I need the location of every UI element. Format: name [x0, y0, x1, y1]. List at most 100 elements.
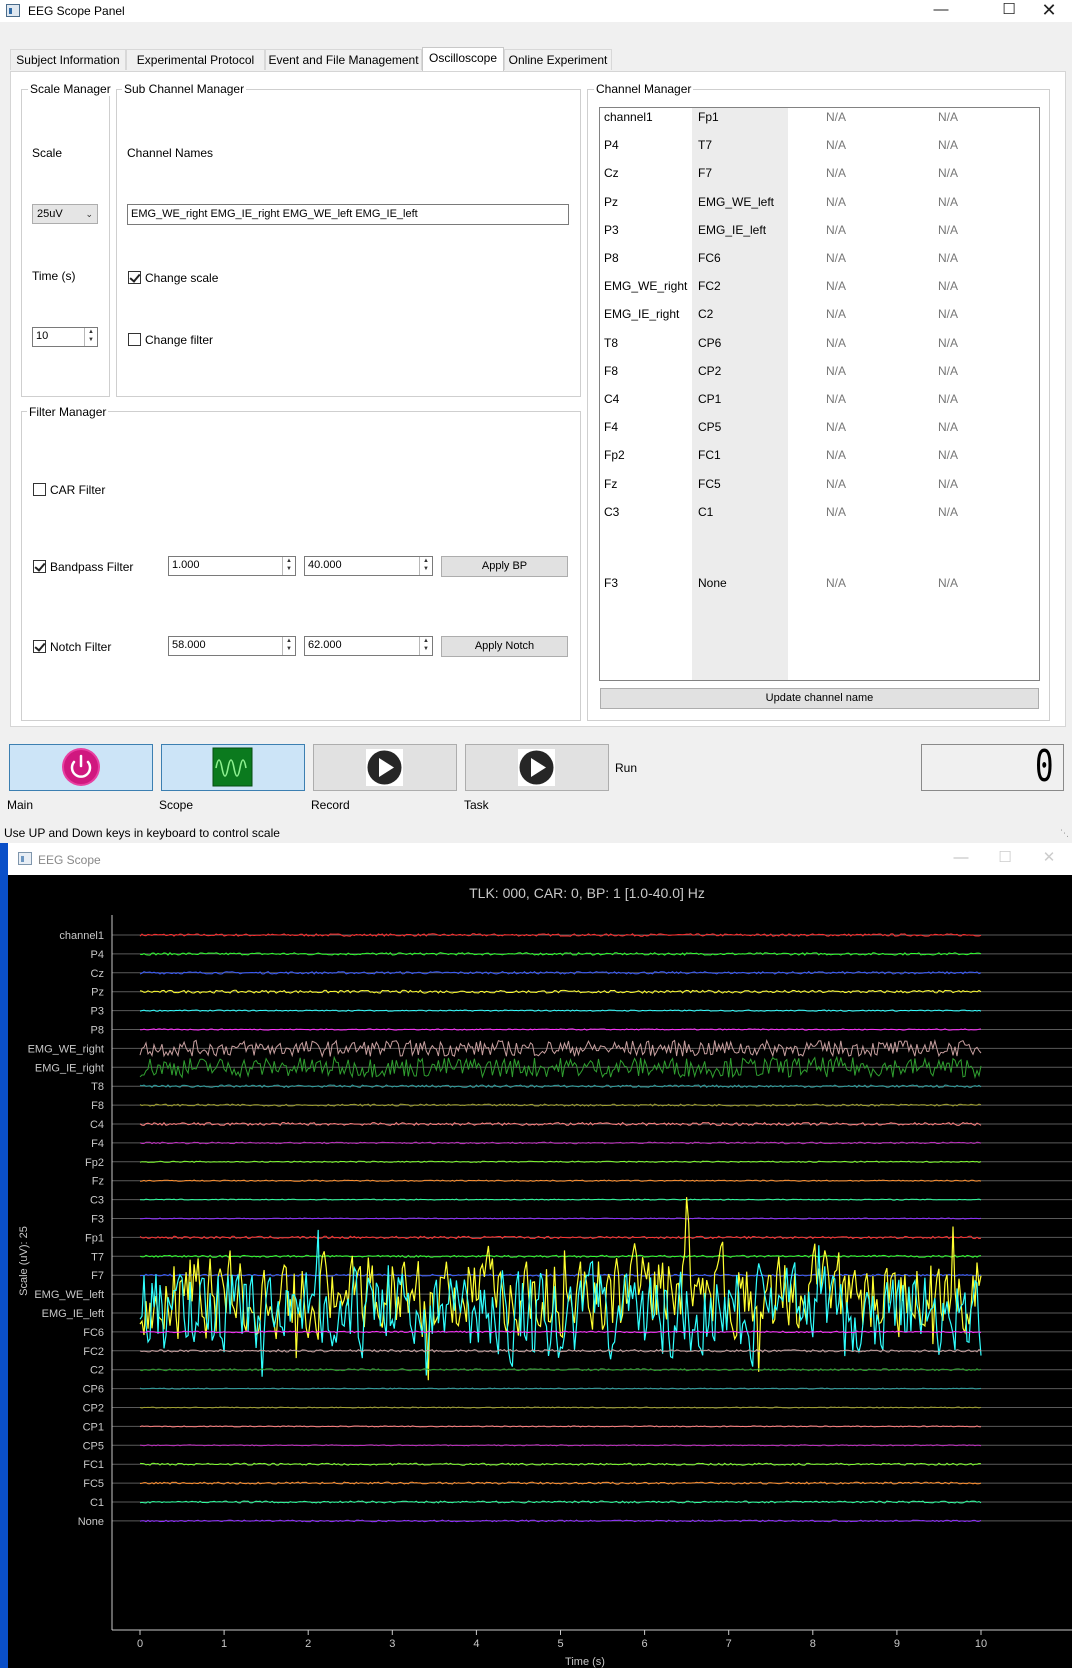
notch-filter-checkbox[interactable]	[33, 640, 46, 653]
channel-cell-na[interactable]: N/A	[826, 448, 847, 463]
channel-cell-na[interactable]: N/A	[826, 335, 847, 350]
channel-cell-col2[interactable]: Fp1	[698, 110, 719, 124]
channel-cell-na[interactable]: N/A	[938, 279, 959, 294]
channel-cell-na[interactable]: N/A	[826, 166, 847, 181]
channel-table[interactable]: channel1 Fp1 N/A N/A P4 T7 N/A N/A Cz F7 N/A N/A Pz E…	[599, 107, 1040, 681]
channel-cell-na[interactable]: N/A	[938, 504, 959, 519]
tab-event-and-file-management[interactable]: Event and File Management	[265, 49, 422, 70]
channel-cell-na[interactable]: N/A	[938, 392, 959, 406]
channel-cell-col1[interactable]: F3	[604, 576, 619, 590]
channel-cell-na[interactable]: N/A	[826, 138, 847, 153]
notch-low-spinbox[interactable]: 58.000 ▲ ▼	[168, 636, 296, 656]
bp-low-spinbox[interactable]: 1.000 ▲ ▼	[168, 556, 296, 576]
channel-cell-col1[interactable]: Fp2	[604, 448, 625, 463]
channel-cell-col1[interactable]: F8	[604, 363, 619, 378]
channel-cell-col2[interactable]: CP1	[698, 392, 722, 406]
task-button[interactable]	[465, 744, 609, 791]
spin-arrows-icon[interactable]: ▲ ▼	[282, 557, 295, 575]
update-channel-name-button[interactable]: Update channel name	[600, 688, 1039, 709]
channel-cell-na[interactable]: N/A	[826, 476, 847, 491]
channel-cell-na[interactable]: N/A	[826, 222, 847, 237]
record-button[interactable]	[313, 744, 457, 791]
channel-cell-col2[interactable]: C1	[698, 504, 714, 519]
channel-cell-col2[interactable]: CP6	[698, 335, 722, 350]
tab-experimental-protocol[interactable]: Experimental Protocol	[126, 49, 265, 70]
spin-arrows-icon[interactable]: ▲ ▼	[84, 328, 97, 346]
channel-cell-na[interactable]: N/A	[938, 363, 959, 378]
bp-high-spinbox[interactable]: 40.000 ▲ ▼	[304, 556, 433, 576]
maximize-icon[interactable]: ☐	[1002, 1, 1016, 18]
apply-bp-button[interactable]: Apply BP	[441, 556, 568, 577]
channel-cell-col2[interactable]: CP5	[698, 420, 722, 435]
channel-cell-col1[interactable]: T8	[604, 335, 619, 350]
spin-arrows-icon[interactable]: ▲ ▼	[282, 637, 295, 655]
spin-arrows-icon[interactable]: ▲ ▼	[419, 637, 432, 655]
notch-high-spinbox[interactable]: 62.000 ▲ ▼	[304, 636, 433, 656]
channel-cell-col2[interactable]: T7	[698, 138, 713, 153]
close-icon[interactable]: ✕	[1041, 0, 1057, 20]
change-scale-checkbox[interactable]	[128, 271, 141, 284]
channel-cell-na[interactable]: N/A	[938, 110, 959, 124]
channel-cell-na[interactable]: N/A	[938, 166, 959, 181]
channel-cell-na[interactable]: N/A	[938, 194, 959, 209]
minimize-icon[interactable]: —	[953, 849, 969, 866]
channel-cell-col2[interactable]: F7	[698, 166, 713, 181]
apply-notch-button[interactable]: Apply Notch	[441, 636, 568, 657]
channel-cell-col1[interactable]: Cz	[604, 166, 619, 181]
channel-cell-na[interactable]: N/A	[826, 392, 847, 406]
channel-cell-col2[interactable]: EMG_IE_left	[698, 222, 767, 237]
scale-dropdown[interactable]: 25uV ⌄	[32, 204, 98, 224]
channel-cell-na[interactable]: N/A	[826, 194, 847, 209]
channel-cell-na[interactable]: N/A	[938, 138, 959, 153]
close-icon[interactable]: ✕	[1042, 849, 1056, 866]
channel-cell-na[interactable]: N/A	[938, 576, 959, 590]
car-filter-checkbox[interactable]	[33, 483, 46, 496]
channel-cell-col1[interactable]: C3	[604, 504, 620, 519]
channel-cell-na[interactable]: N/A	[938, 251, 959, 265]
channel-cell-na[interactable]: N/A	[938, 448, 959, 463]
channel-cell-col2[interactable]: CP2	[698, 363, 722, 378]
minimize-icon[interactable]: —	[933, 1, 949, 18]
scope-button[interactable]	[161, 744, 305, 791]
channel-cell-na[interactable]: N/A	[826, 251, 847, 265]
channel-cell-na[interactable]: N/A	[938, 335, 959, 350]
channel-cell-col2[interactable]: FC2	[698, 279, 721, 294]
tab-online-experiment[interactable]: Online Experiment	[504, 49, 612, 70]
channel-cell-na[interactable]: N/A	[826, 110, 847, 124]
change-filter-checkbox[interactable]	[128, 333, 141, 346]
channel-names-input[interactable]: EMG_WE_right EMG_IE_right EMG_WE_left EM…	[127, 204, 569, 225]
spin-arrows-icon[interactable]: ▲ ▼	[419, 557, 432, 575]
tab-oscilloscope[interactable]: Oscilloscope	[422, 47, 504, 71]
eeg-scope-plot[interactable]: TLK: 000, CAR: 0, BP: 1 [1.0-40.0] Hz Ti…	[8, 875, 1072, 1668]
channel-cell-col1[interactable]: P3	[604, 222, 619, 237]
channel-cell-na[interactable]: N/A	[938, 420, 959, 435]
channel-cell-na[interactable]: N/A	[938, 222, 959, 237]
channel-cell-col1[interactable]: Pz	[604, 194, 619, 209]
time-spinbox[interactable]: 10 ▲ ▼	[32, 327, 98, 347]
channel-cell-col2[interactable]: C2	[698, 307, 714, 322]
channel-cell-col2[interactable]: FC6	[698, 251, 721, 265]
channel-cell-col1[interactable]: EMG_IE_right	[604, 307, 680, 322]
channel-cell-col1[interactable]: C4	[604, 392, 620, 406]
channel-cell-na[interactable]: N/A	[938, 307, 959, 322]
channel-cell-na[interactable]: N/A	[826, 420, 847, 435]
maximize-icon[interactable]: ☐	[998, 849, 1012, 866]
resize-grip-icon[interactable]: ⋱	[1060, 828, 1069, 838]
channel-cell-na[interactable]: N/A	[826, 279, 847, 294]
tab-subject-information[interactable]: Subject Information	[10, 49, 126, 70]
channel-cell-na[interactable]: N/A	[826, 363, 847, 378]
channel-cell-na[interactable]: N/A	[826, 307, 847, 322]
channel-cell-col1[interactable]: EMG_WE_right	[604, 279, 688, 294]
channel-cell-na[interactable]: N/A	[826, 504, 847, 519]
channel-cell-col1[interactable]: channel1	[604, 110, 653, 124]
channel-cell-col1[interactable]: F4	[604, 420, 619, 435]
channel-cell-col2[interactable]: None	[698, 576, 727, 590]
channel-cell-col1[interactable]: P8	[604, 251, 619, 265]
channel-cell-col2[interactable]: FC1	[698, 448, 721, 463]
channel-cell-na[interactable]: N/A	[826, 576, 847, 590]
channel-cell-col2[interactable]: FC5	[698, 476, 721, 491]
channel-cell-na[interactable]: N/A	[938, 476, 959, 491]
channel-cell-col1[interactable]: Fz	[604, 476, 618, 491]
bandpass-filter-checkbox[interactable]	[33, 560, 46, 573]
channel-cell-col2[interactable]: EMG_WE_left	[698, 194, 775, 209]
